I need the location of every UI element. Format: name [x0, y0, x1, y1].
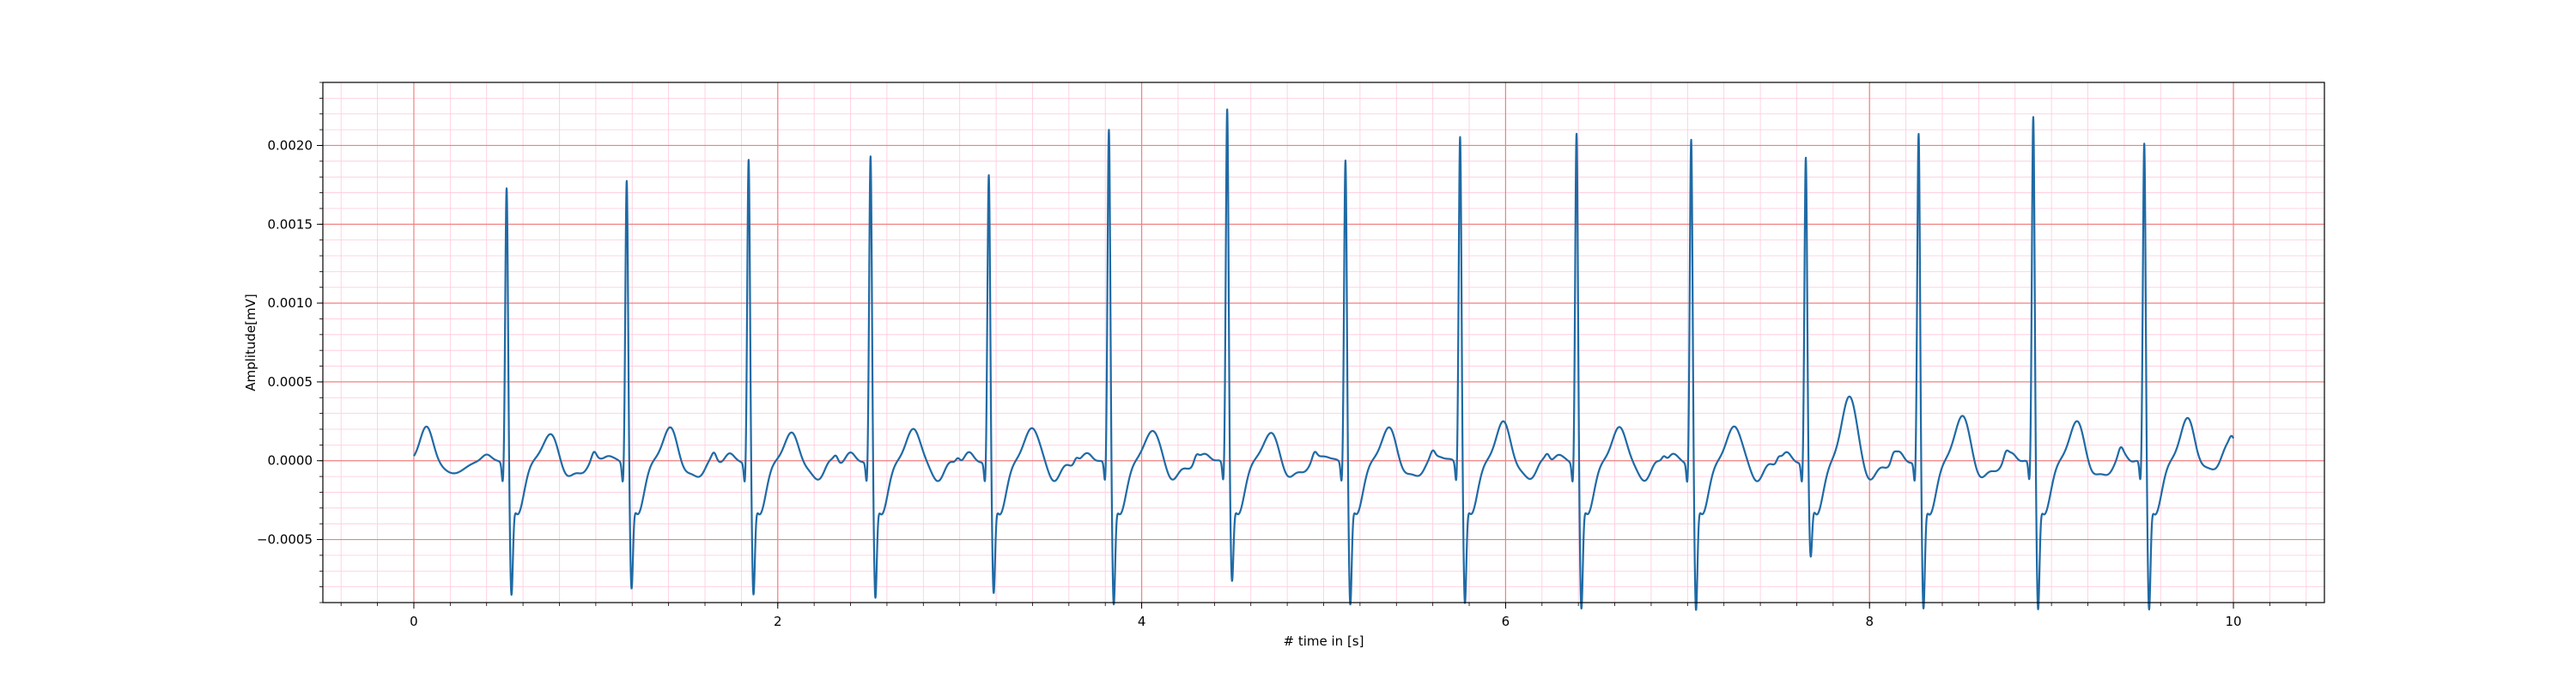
y-axis-label: Amplitude[mV]	[243, 294, 258, 391]
y-tick-label: 0.0005	[268, 374, 313, 390]
x-tick-label: 6	[1502, 614, 1510, 629]
x-tick-label: 2	[774, 614, 782, 629]
y-tick-label: 0.0000	[268, 453, 313, 469]
x-axis-ticks: 0 2 4 6 8 10	[340, 603, 2307, 629]
x-tick-label: 10	[2225, 614, 2241, 629]
major-grid	[323, 82, 2324, 603]
minor-grid	[323, 82, 2324, 603]
x-tick-label: 4	[1138, 614, 1146, 629]
x-axis-label: # time in [s]	[1284, 633, 1364, 649]
y-tick-label: 0.0015	[268, 216, 313, 232]
y-axis-ticks: −0.0005 0.0000 0.0005 0.0010 0.0015 0.0020	[257, 82, 323, 603]
x-tick-label: 0	[410, 614, 418, 629]
y-tick-label: 0.0010	[268, 295, 313, 311]
ecg-series	[413, 108, 2235, 611]
y-tick-label: 0.0020	[268, 137, 313, 153]
x-tick-label: 8	[1865, 614, 1874, 629]
ecg-line	[413, 108, 2235, 611]
y-tick-label: −0.0005	[257, 532, 313, 548]
